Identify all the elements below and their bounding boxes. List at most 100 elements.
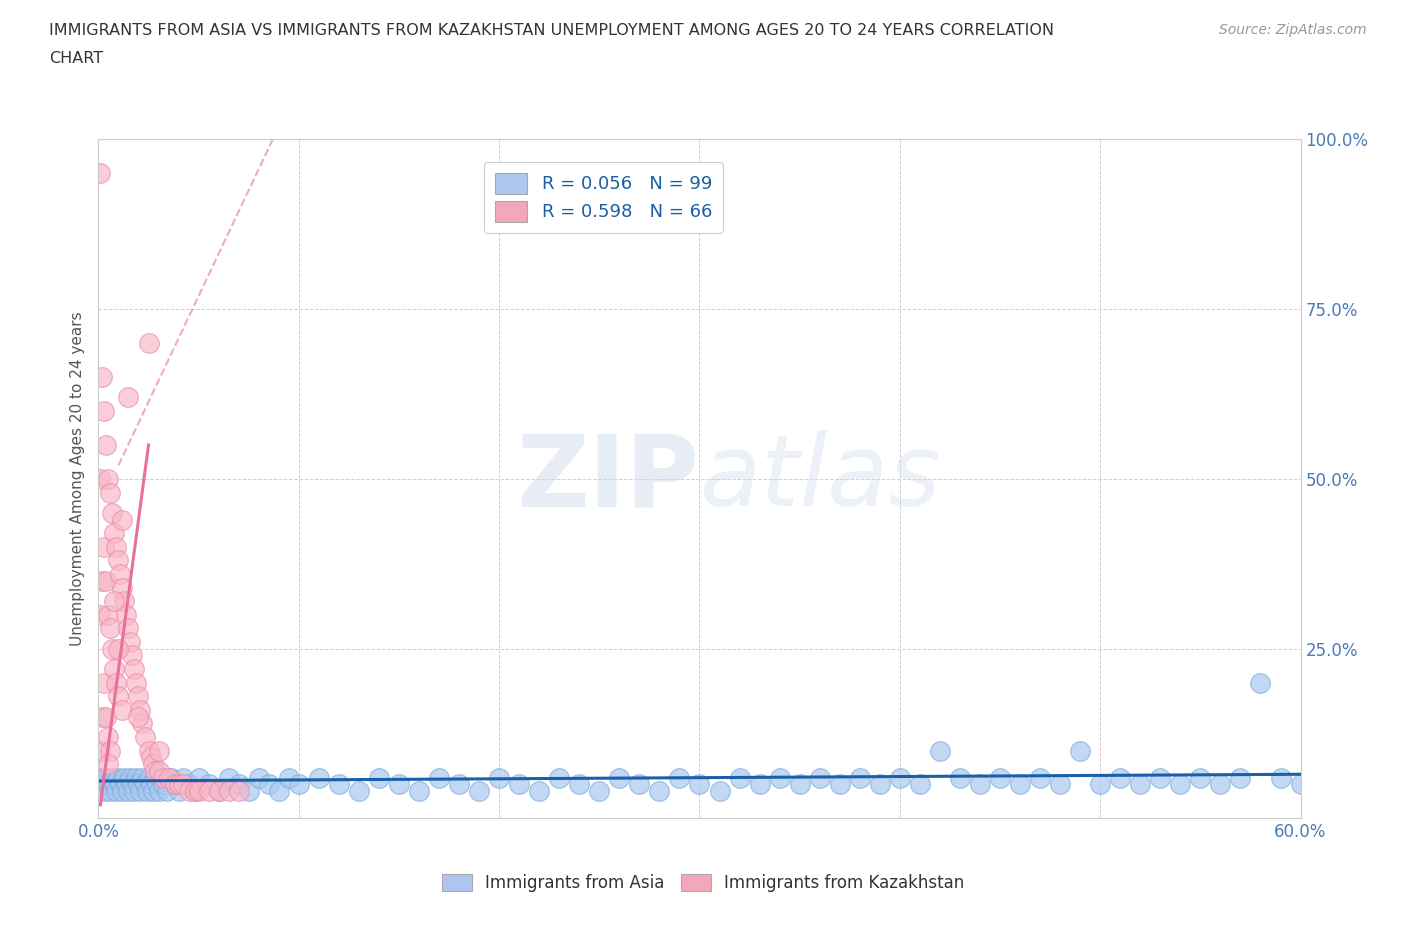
Point — [111, 784, 134, 799]
Point — [1029, 770, 1052, 785]
Point — [110, 566, 132, 581]
Point — [969, 777, 991, 792]
Point — [929, 743, 952, 758]
Point — [609, 770, 631, 785]
Point — [96, 437, 118, 452]
Point — [125, 675, 148, 690]
Point — [949, 770, 972, 785]
Point — [288, 777, 311, 792]
Point — [105, 539, 128, 554]
Point — [628, 777, 651, 792]
Text: Source: ZipAtlas.com: Source: ZipAtlas.com — [1219, 23, 1367, 37]
Point — [748, 777, 770, 792]
Point — [187, 770, 209, 785]
Point — [124, 784, 146, 799]
Point — [111, 512, 134, 527]
Point — [138, 743, 160, 758]
Text: atlas: atlas — [700, 431, 941, 527]
Point — [89, 472, 111, 486]
Point — [101, 506, 124, 521]
Point — [96, 573, 118, 589]
Point — [427, 770, 450, 785]
Point — [100, 743, 122, 758]
Point — [197, 784, 219, 799]
Point — [91, 710, 114, 724]
Point — [908, 777, 931, 792]
Point — [105, 675, 128, 690]
Y-axis label: Unemployment Among Ages 20 to 24 years: Unemployment Among Ages 20 to 24 years — [70, 312, 86, 646]
Point — [124, 661, 146, 676]
Point — [568, 777, 591, 792]
Point — [648, 784, 671, 799]
Point — [208, 784, 231, 799]
Point — [187, 784, 209, 799]
Point — [152, 777, 174, 792]
Point — [117, 390, 139, 405]
Point — [131, 770, 153, 785]
Point — [114, 770, 136, 785]
Point — [588, 784, 610, 799]
Point — [167, 777, 190, 792]
Point — [101, 770, 124, 785]
Point — [89, 607, 111, 622]
Point — [110, 777, 132, 792]
Point — [114, 593, 136, 608]
Point — [141, 784, 163, 799]
Point — [468, 784, 491, 799]
Legend: R = 0.056   N = 99, R = 0.598   N = 66: R = 0.056 N = 99, R = 0.598 N = 66 — [484, 162, 723, 232]
Point — [128, 710, 150, 724]
Point — [388, 777, 411, 792]
Point — [152, 770, 174, 785]
Point — [107, 553, 129, 568]
Text: IMMIGRANTS FROM ASIA VS IMMIGRANTS FROM KAZAKHSTAN UNEMPLOYMENT AMONG AGES 20 TO: IMMIGRANTS FROM ASIA VS IMMIGRANTS FROM … — [49, 23, 1054, 38]
Point — [107, 770, 129, 785]
Point — [709, 784, 731, 799]
Point — [177, 784, 200, 799]
Point — [91, 369, 114, 385]
Point — [97, 777, 120, 792]
Point — [89, 743, 111, 758]
Point — [238, 784, 260, 799]
Point — [1088, 777, 1111, 792]
Point — [267, 784, 290, 799]
Point — [111, 580, 134, 595]
Point — [120, 770, 142, 785]
Point — [143, 764, 166, 778]
Point — [115, 607, 138, 622]
Point — [1109, 770, 1132, 785]
Point — [328, 777, 350, 792]
Point — [100, 485, 122, 500]
Point — [148, 764, 170, 778]
Point — [93, 539, 115, 554]
Point — [96, 710, 118, 724]
Point — [91, 573, 114, 589]
Point — [139, 777, 162, 792]
Point — [789, 777, 811, 792]
Point — [368, 770, 391, 785]
Point — [89, 166, 111, 181]
Point — [1129, 777, 1152, 792]
Point — [93, 784, 115, 799]
Point — [128, 689, 150, 704]
Point — [1229, 770, 1251, 785]
Point — [183, 784, 205, 799]
Point — [97, 472, 120, 486]
Point — [103, 661, 125, 676]
Point — [218, 784, 240, 799]
Point — [163, 777, 186, 792]
Point — [1189, 770, 1212, 785]
Point — [1289, 777, 1312, 792]
Point — [508, 777, 530, 792]
Point — [277, 770, 299, 785]
Point — [163, 777, 186, 792]
Point — [828, 777, 851, 792]
Point — [1170, 777, 1192, 792]
Point — [308, 770, 330, 785]
Point — [1209, 777, 1232, 792]
Point — [131, 716, 153, 731]
Point — [172, 777, 194, 792]
Point — [97, 757, 120, 772]
Point — [135, 784, 157, 799]
Point — [96, 770, 118, 785]
Point — [100, 621, 122, 636]
